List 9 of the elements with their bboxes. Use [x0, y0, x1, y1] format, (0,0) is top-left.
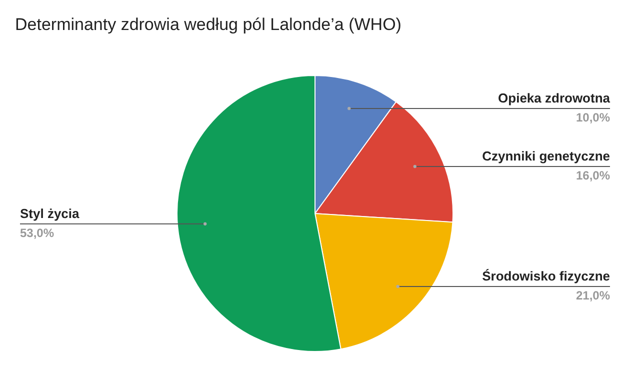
- slice-label: Styl życia: [20, 206, 80, 221]
- data-label: 16,0%: [576, 168, 610, 182]
- data-label: 10,0%: [576, 110, 610, 125]
- data-label: 21,0%: [576, 288, 610, 303]
- data-label: 53,0%: [20, 226, 54, 240]
- slice-label: Czynniki genetyczne: [482, 148, 610, 164]
- slice-label: Środowisko fizyczne: [482, 268, 610, 284]
- slice-label: Opieka zdrowotna: [498, 90, 611, 106]
- chart-title: Determinanty zdrowia według pól Lalonde’a (WHO): [15, 15, 402, 34]
